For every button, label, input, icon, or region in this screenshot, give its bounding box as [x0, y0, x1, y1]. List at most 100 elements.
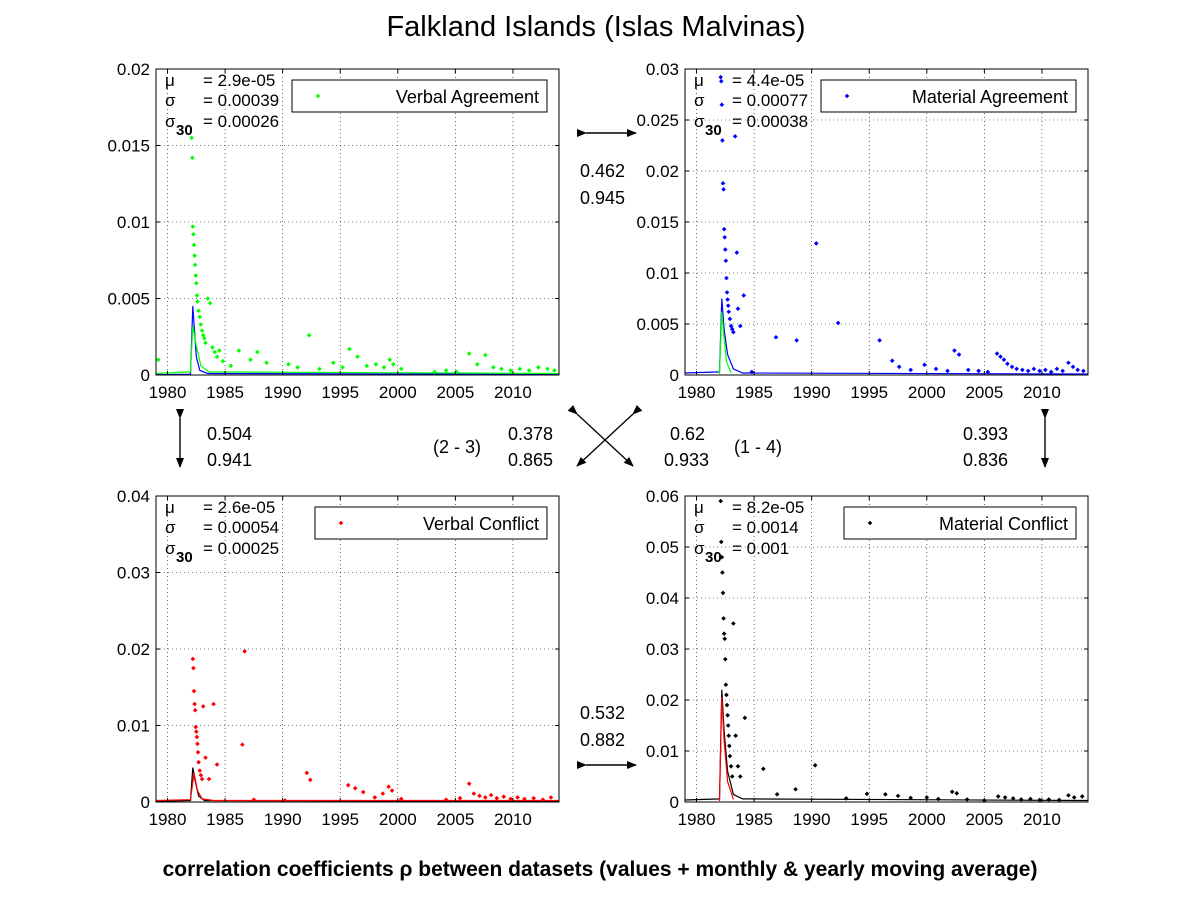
data-point: [240, 742, 245, 747]
stat-sigma-value: = 0.0014: [732, 518, 799, 537]
y-tick-label: 0: [670, 793, 679, 812]
y-tick-label: 0.02: [117, 640, 150, 659]
data-point: [214, 354, 220, 359]
data-point: [364, 363, 370, 369]
data-point: [719, 554, 725, 560]
data-point: [192, 253, 197, 258]
corr-2-3-moving: 0.865: [508, 450, 553, 470]
x-tick-label: 1980: [149, 383, 187, 402]
data-point: [189, 135, 194, 141]
panels: 1980 1985 1990 1995 2000 2005 201000.0050.010.…: [107, 60, 1089, 829]
x-tick-label: 2000: [908, 810, 946, 829]
x-tick-label: 2010: [1023, 383, 1061, 402]
data-point: [964, 797, 970, 802]
data-point: [194, 734, 200, 740]
data-point: [203, 340, 208, 346]
data-point: [306, 332, 312, 338]
figure-title: Falkland Islands (Islas Malvinas): [386, 11, 805, 43]
data-point: [720, 138, 725, 143]
y-tick-label: 0.01: [117, 717, 150, 736]
x-tick-label: 1985: [206, 383, 244, 402]
plot-area: [156, 69, 559, 375]
x-tick-label: 2005: [965, 810, 1003, 829]
data-point: [812, 762, 818, 768]
data-point: [352, 785, 358, 791]
data-point: [264, 360, 269, 366]
data-point: [380, 791, 386, 796]
data-point: [443, 797, 449, 803]
corr-right-value: 0.393: [963, 424, 1008, 444]
x-tick-label: 1980: [678, 383, 716, 402]
legend-marker: [867, 520, 873, 526]
stat-sigma-value: = 0.00039: [203, 91, 279, 110]
data-point: [725, 713, 730, 718]
data-point: [205, 296, 211, 301]
data-point: [483, 352, 488, 358]
data-point: [432, 369, 437, 375]
y-tick-label: 0.06: [646, 487, 679, 506]
data-point: [718, 74, 723, 80]
stat-sigma30-value: = 0.00026: [203, 112, 279, 131]
data-point: [976, 368, 981, 374]
y-tick-label: 0.03: [646, 60, 679, 79]
data-point: [749, 369, 755, 375]
y-tick-label: 0.015: [107, 137, 150, 156]
data-point: [949, 789, 955, 795]
data-point: [347, 346, 352, 352]
corr-top-value: 0.462: [580, 161, 625, 181]
stat-sigma30-symbol: σ: [694, 539, 705, 558]
data-point: [501, 794, 507, 799]
data-point: [843, 796, 849, 801]
data-point: [199, 776, 205, 782]
data-point: [386, 784, 391, 789]
data-point: [214, 762, 220, 767]
data-point: [728, 323, 734, 329]
data-point: [545, 366, 550, 372]
x-tick-label: 1985: [206, 810, 244, 829]
data-point: [191, 242, 197, 248]
data-point: [195, 299, 200, 304]
data-point: [995, 794, 1001, 799]
data-point: [722, 636, 728, 642]
data-point: [722, 235, 728, 240]
plot-area: [685, 69, 1088, 375]
data-point: [735, 306, 741, 311]
data-point: [760, 766, 766, 772]
data-point: [1056, 797, 1062, 803]
y-tick-label: 0.03: [646, 640, 679, 659]
moving-average-line-2: [155, 772, 559, 802]
x-tick-label: 1980: [678, 810, 716, 829]
data-point: [1079, 794, 1085, 799]
legend-label: Material Conflict: [939, 514, 1068, 534]
data-point: [945, 368, 950, 374]
data-point: [491, 365, 496, 370]
data-point: [194, 293, 200, 298]
data-point: [192, 262, 198, 268]
data-point: [1071, 795, 1077, 800]
x-tick-label: 1990: [793, 810, 831, 829]
data-point: [1060, 368, 1065, 374]
data-point: [488, 792, 494, 798]
data-point: [390, 361, 396, 367]
corr-left-value: 0.504: [207, 424, 252, 444]
data-point: [895, 793, 901, 799]
data-point: [725, 303, 731, 308]
stat-mu-value: = 4.4e-05: [732, 71, 804, 90]
data-point: [726, 733, 732, 738]
data-point: [466, 351, 472, 356]
data-point: [724, 702, 730, 708]
data-point: [471, 791, 477, 796]
data-point: [203, 755, 208, 760]
y-tick-label: 0.025: [636, 111, 679, 130]
data-point: [535, 365, 541, 370]
data-point: [195, 749, 201, 755]
data-point: [1070, 364, 1076, 370]
stat-mu-value: = 2.6e-05: [203, 498, 275, 517]
data-point: [345, 782, 351, 788]
data-point: [741, 293, 747, 298]
data-point: [355, 354, 360, 359]
data-point: [896, 364, 902, 370]
data-point: [360, 789, 366, 795]
data-point: [331, 360, 336, 366]
